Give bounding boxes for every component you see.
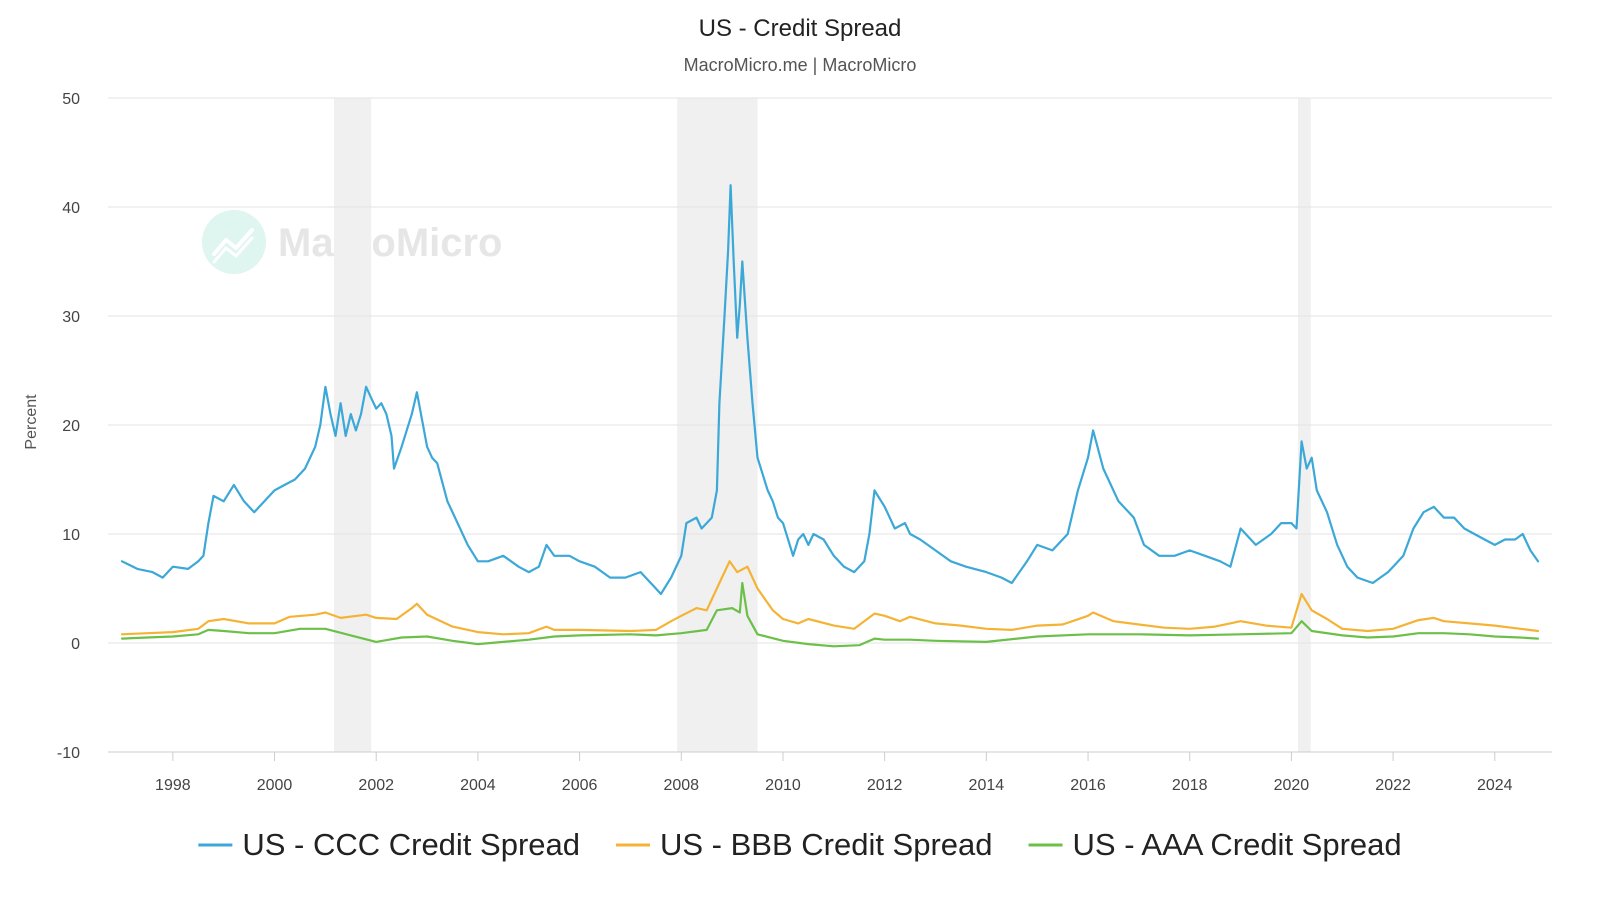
series-lines xyxy=(120,184,1540,648)
x-tick-label: 2000 xyxy=(257,777,293,794)
x-tick-label: 2006 xyxy=(562,777,598,794)
y-tick-label: 40 xyxy=(62,200,80,217)
x-tick-label: 2024 xyxy=(1477,777,1513,794)
grid-lines xyxy=(108,97,1552,753)
legend-item-1[interactable]: US - CCC Credit Spread xyxy=(198,827,580,862)
y-tick-label: 50 xyxy=(62,91,80,108)
x-tick-label: 2020 xyxy=(1274,777,1310,794)
y-tick-label: 20 xyxy=(62,418,80,435)
x-tick-label: 2018 xyxy=(1172,777,1208,794)
macromicro-watermark: MacroMicro xyxy=(202,210,503,274)
x-tick-label: 2014 xyxy=(969,777,1005,794)
chart-title: US - Credit Spread xyxy=(699,15,902,42)
series-line-3 xyxy=(120,581,1540,648)
legend-item-3[interactable]: US - AAA Credit Spread xyxy=(1028,827,1402,862)
x-tick-label: 2002 xyxy=(358,777,394,794)
y-tick-label: 10 xyxy=(62,527,80,544)
x-axis: 1998 2000 2002 2004 2006 2008 2010 2012 2014 2016… xyxy=(108,751,1552,794)
x-tick-label: 2022 xyxy=(1375,777,1411,794)
legend-label: US - BBB Credit Spread xyxy=(660,827,993,862)
x-tick-label: 1998 xyxy=(155,777,191,794)
x-tick-label: 2010 xyxy=(765,777,801,794)
x-tick-label: 2008 xyxy=(663,777,699,794)
legend-label: US - CCC Credit Spread xyxy=(242,827,580,862)
y-tick-label: 0 xyxy=(71,636,80,653)
watermark-logo-line-icon xyxy=(212,228,254,256)
legend-label: US - AAA Credit Spread xyxy=(1073,827,1402,862)
y-axis: -10 0 10 20 30 40 50 xyxy=(57,91,80,762)
x-tick-label: 2012 xyxy=(867,777,903,794)
watermark-logo-icon xyxy=(202,210,266,274)
series-line-1 xyxy=(120,184,1540,596)
y-tick-label: -10 xyxy=(57,745,80,762)
legend: US - CCC Credit Spread US - BBB Credit Sp… xyxy=(198,827,1402,862)
y-tick-label: 30 xyxy=(62,309,80,326)
watermark-text: MacroMicro xyxy=(278,221,503,265)
x-tick-label: 2016 xyxy=(1070,777,1106,794)
series-line-2 xyxy=(120,560,1540,636)
legend-item-2[interactable]: US - BBB Credit Spread xyxy=(616,827,993,862)
watermark-logo-line-icon-2 xyxy=(212,236,254,264)
chart-subtitle: MacroMicro.me | MacroMicro xyxy=(684,55,917,75)
y-axis-label: Percent xyxy=(23,394,40,450)
x-tick-label: 2004 xyxy=(460,777,496,794)
